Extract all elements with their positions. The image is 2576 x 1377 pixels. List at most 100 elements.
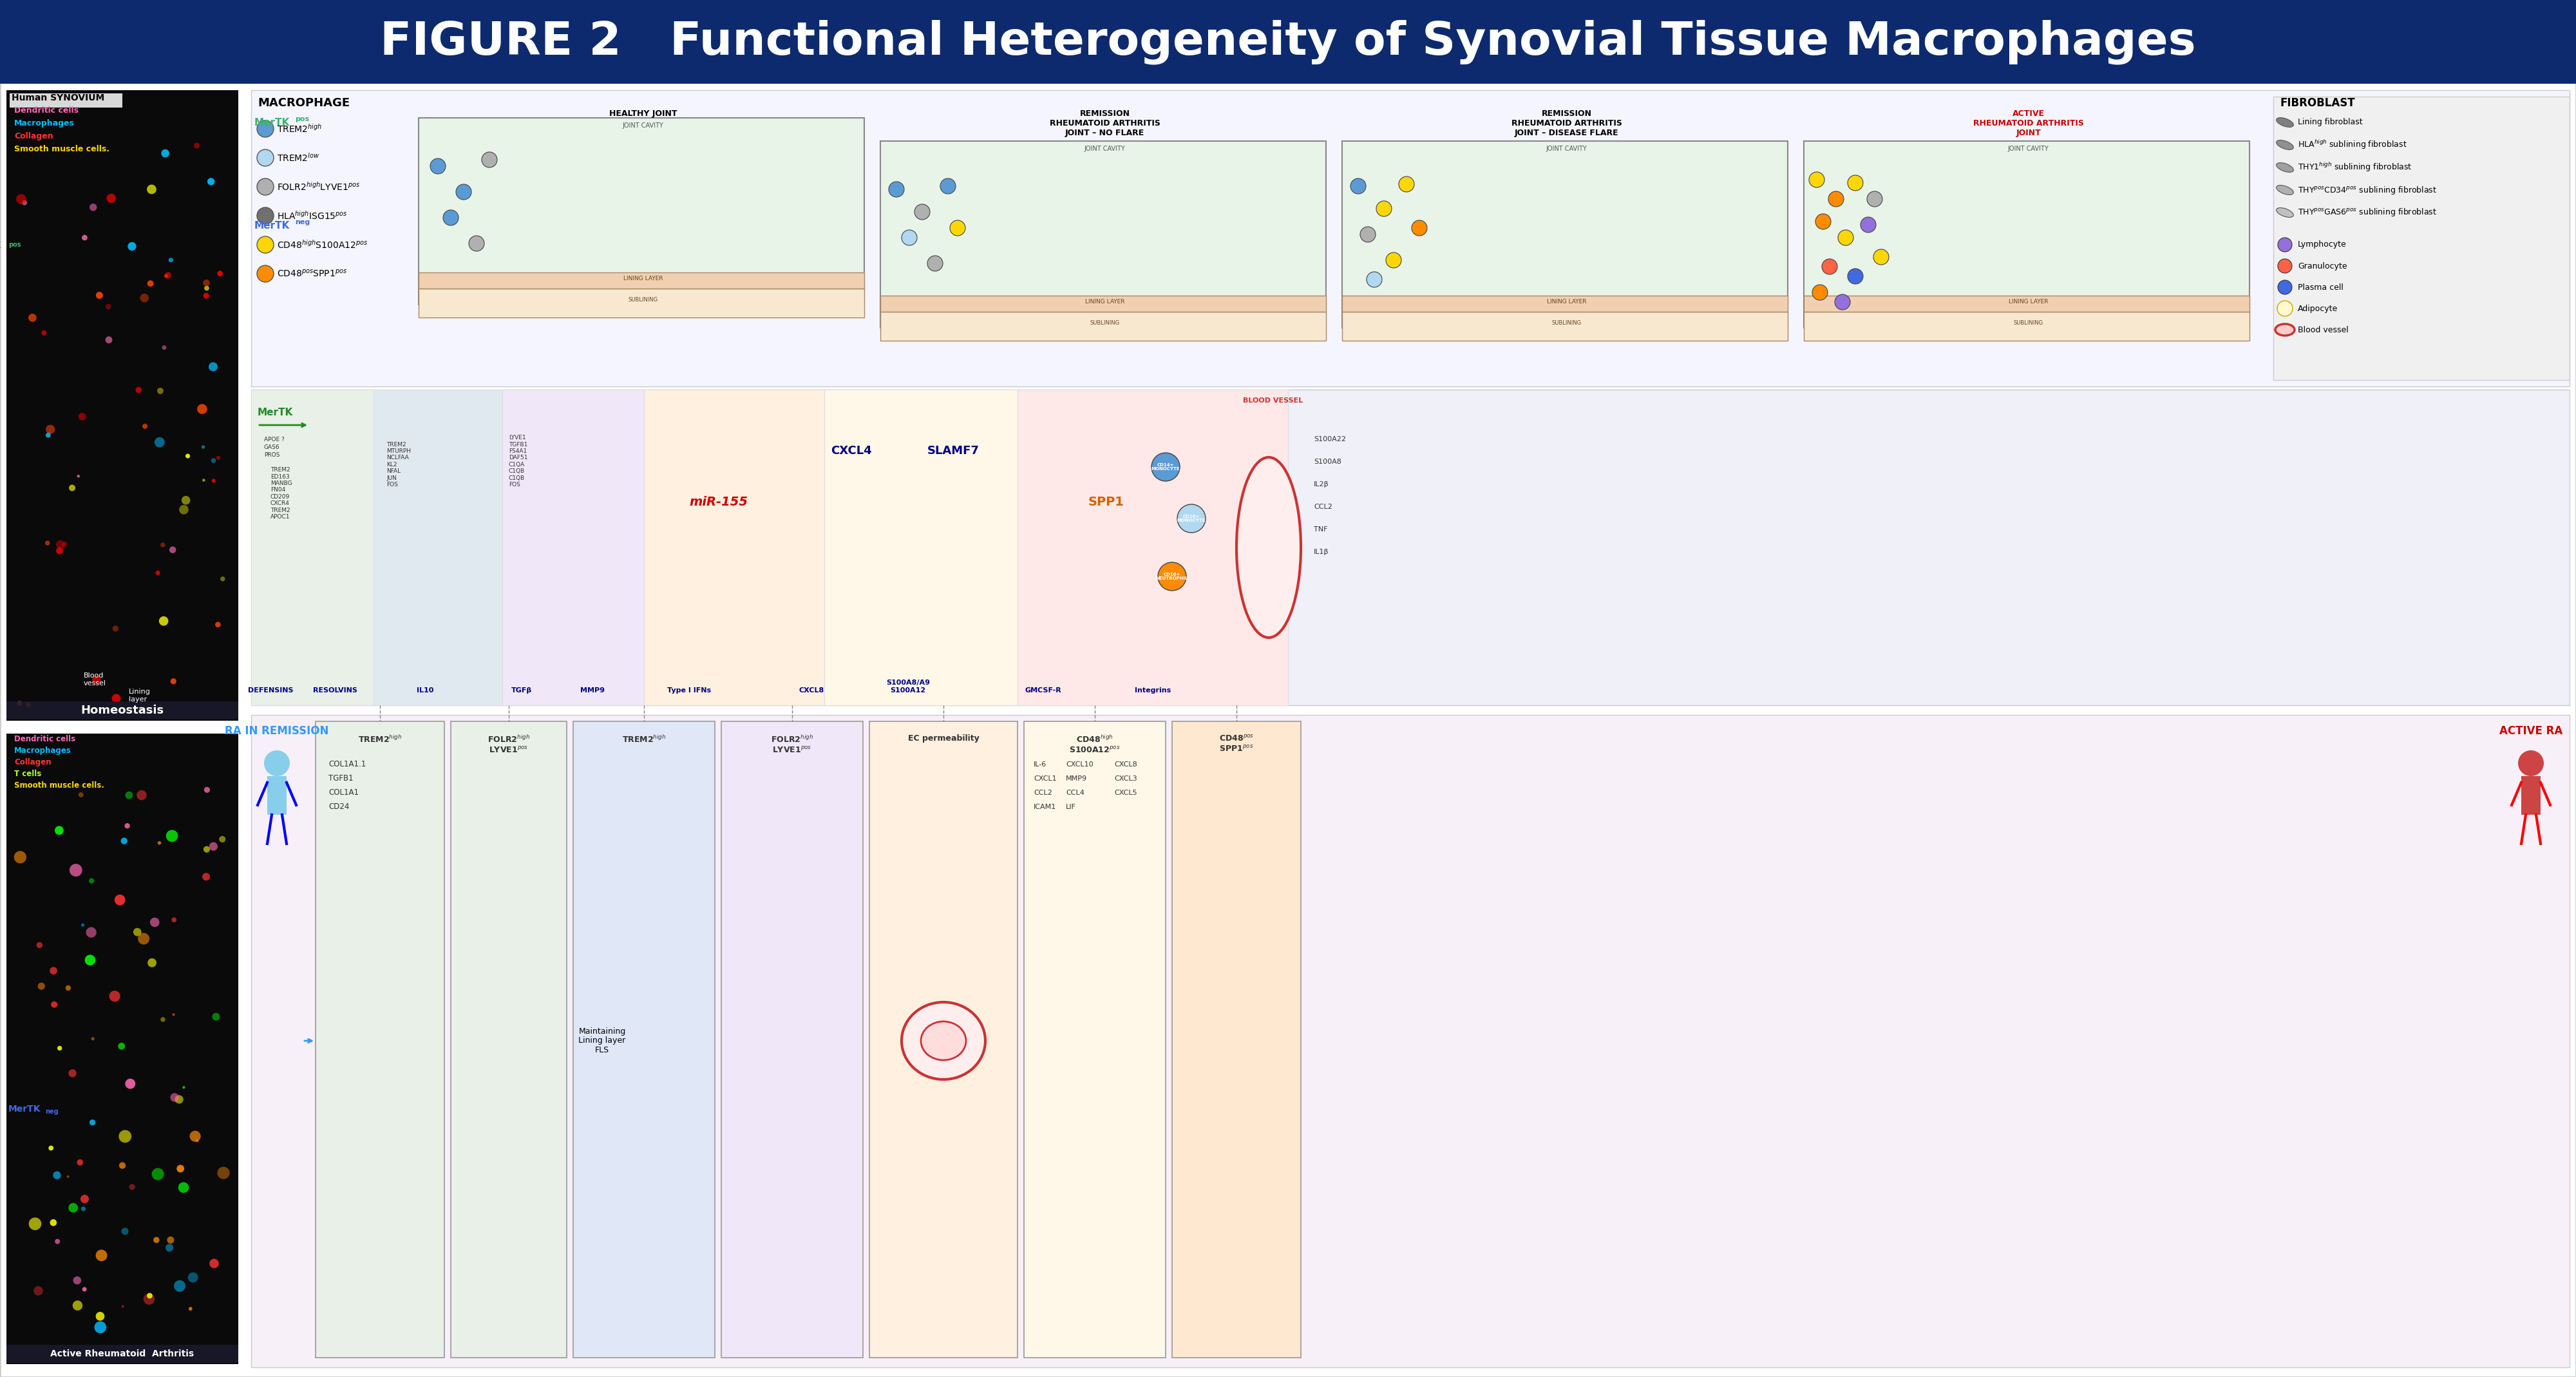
Text: COL1A1.1: COL1A1.1 [330, 760, 366, 768]
Bar [1803, 296, 2249, 311]
Bar [1803, 140, 2249, 328]
Ellipse shape [2277, 162, 2293, 172]
Text: TREM2$^{high}$: TREM2$^{high}$ [278, 123, 322, 135]
Circle shape [137, 387, 142, 392]
Text: FIGURE 2   Functional Heterogeneity of Synovial Tissue Macrophages: FIGURE 2 Functional Heterogeneity of Syn… [381, 19, 2195, 65]
Circle shape [70, 485, 75, 492]
Circle shape [121, 1305, 124, 1308]
Text: T cells: T cells [15, 770, 41, 778]
Circle shape [80, 1206, 85, 1212]
Bar [1025, 722, 1164, 1358]
Text: SUBLINING: SUBLINING [2014, 319, 2043, 326]
Bar [5, 734, 237, 1365]
Text: IL1β: IL1β [1314, 549, 1329, 555]
Text: CD14+
MONOCYTE: CD14+ MONOCYTE [1151, 463, 1180, 471]
Circle shape [49, 1146, 54, 1151]
Circle shape [951, 220, 966, 235]
Text: SUBLINING: SUBLINING [1551, 319, 1582, 326]
Circle shape [469, 235, 484, 251]
Circle shape [147, 281, 155, 286]
Circle shape [147, 958, 157, 967]
Circle shape [36, 942, 44, 949]
Text: RESOLVINS: RESOLVINS [312, 687, 358, 694]
Text: CD48$^{high}$S100A12$^{pos}$: CD48$^{high}$S100A12$^{pos}$ [278, 240, 368, 251]
Circle shape [26, 702, 31, 708]
Bar [417, 273, 866, 289]
Bar [824, 390, 1018, 705]
Bar [871, 722, 1018, 1358]
Circle shape [126, 1078, 137, 1089]
Circle shape [118, 1162, 126, 1169]
Text: CXCL3: CXCL3 [1113, 775, 1136, 782]
Circle shape [1177, 504, 1206, 533]
Text: CXCL8: CXCL8 [799, 687, 824, 694]
Bar [252, 390, 374, 705]
Bar [252, 390, 2571, 705]
Ellipse shape [2277, 208, 2293, 218]
Circle shape [95, 1249, 108, 1261]
Circle shape [13, 851, 26, 863]
Text: TREM2$^{low}$: TREM2$^{low}$ [278, 151, 319, 164]
Ellipse shape [1236, 457, 1301, 638]
Circle shape [1386, 252, 1401, 269]
Circle shape [41, 330, 46, 336]
Text: EC permeability: EC permeability [907, 734, 979, 742]
Circle shape [211, 459, 216, 463]
Circle shape [82, 235, 88, 241]
Text: pos: pos [294, 116, 309, 123]
Circle shape [165, 1243, 173, 1252]
Bar [5, 701, 237, 719]
Circle shape [222, 577, 224, 581]
Text: SLAMF7: SLAMF7 [927, 445, 979, 457]
Circle shape [90, 1120, 95, 1125]
Circle shape [1868, 191, 1883, 207]
Text: TGFβ: TGFβ [510, 687, 533, 694]
Circle shape [430, 158, 446, 174]
Circle shape [258, 266, 273, 282]
Circle shape [204, 280, 209, 286]
Text: JOINT CAVITY: JOINT CAVITY [2007, 146, 2048, 151]
Circle shape [209, 362, 216, 372]
Circle shape [82, 1287, 88, 1292]
Circle shape [106, 194, 116, 202]
Circle shape [113, 625, 118, 632]
Text: Granulocyte: Granulocyte [2298, 262, 2347, 270]
Text: Type I IFNs: Type I IFNs [667, 687, 711, 694]
Circle shape [209, 843, 219, 851]
Circle shape [1808, 172, 1824, 187]
Circle shape [185, 453, 191, 459]
Bar [5, 90, 237, 720]
Text: CD48$^{high}$
S100A12$^{pos}$: CD48$^{high}$ S100A12$^{pos}$ [1069, 734, 1121, 755]
Circle shape [57, 547, 62, 554]
Text: Smooth muscle cells.: Smooth muscle cells. [15, 145, 108, 153]
Circle shape [54, 1172, 62, 1179]
Ellipse shape [2277, 186, 2293, 194]
Text: S100A8: S100A8 [1314, 459, 1342, 465]
Text: CCL2: CCL2 [1033, 789, 1051, 796]
Text: CD48$^{pos}$SPP1$^{pos}$: CD48$^{pos}$SPP1$^{pos}$ [278, 269, 348, 280]
Circle shape [173, 917, 178, 923]
Circle shape [80, 1195, 90, 1203]
Text: MACROPHAGE: MACROPHAGE [258, 98, 350, 109]
Circle shape [2277, 238, 2293, 252]
Text: neg: neg [294, 219, 309, 226]
Circle shape [77, 1159, 82, 1165]
Text: CXCL1: CXCL1 [1033, 775, 1056, 782]
Text: miR-155: miR-155 [690, 496, 747, 508]
Circle shape [482, 151, 497, 168]
Circle shape [173, 1013, 175, 1016]
Circle shape [927, 256, 943, 271]
Circle shape [90, 1037, 95, 1041]
Circle shape [52, 1001, 57, 1008]
Bar [2522, 777, 2540, 815]
Circle shape [1839, 230, 1855, 245]
Text: Maintaining
Lining layer
FLS: Maintaining Lining layer FLS [580, 1027, 626, 1055]
Circle shape [111, 694, 121, 702]
Circle shape [44, 541, 49, 545]
Text: neg: neg [46, 1108, 59, 1115]
Text: TGFB1: TGFB1 [330, 774, 353, 782]
Circle shape [72, 1300, 82, 1311]
Text: Smooth muscle cells.: Smooth muscle cells. [15, 781, 103, 789]
Circle shape [39, 983, 44, 990]
Text: Lining
layer: Lining layer [129, 688, 149, 702]
